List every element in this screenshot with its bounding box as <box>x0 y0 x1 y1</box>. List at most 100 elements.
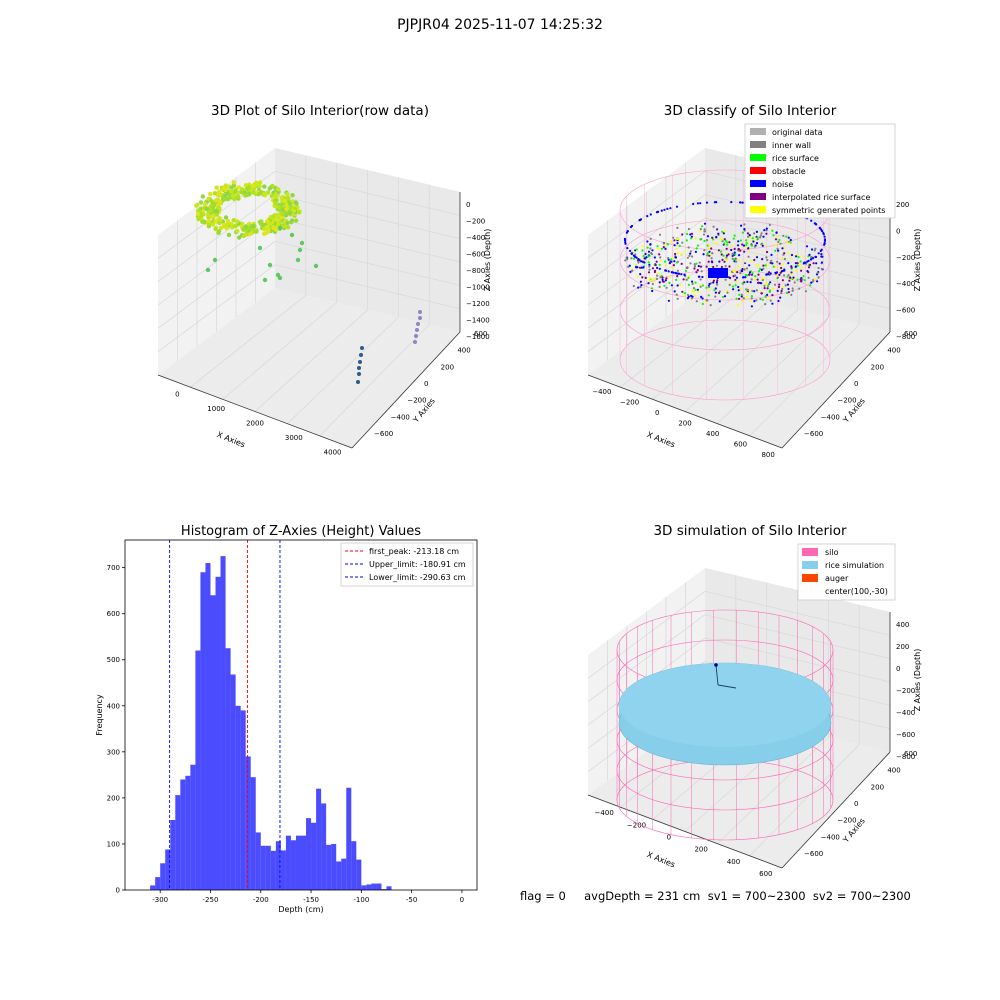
noise-point <box>821 230 824 233</box>
classified-point <box>726 243 729 246</box>
classified-point <box>723 295 727 298</box>
classified-point <box>681 290 684 293</box>
x-axis-label: Depth (cm) <box>278 905 323 914</box>
histogram-bar <box>160 863 166 890</box>
y-tick-label: 700 <box>107 564 120 572</box>
raw-point <box>265 190 271 195</box>
classified-point <box>778 273 781 276</box>
classified-point <box>699 238 702 241</box>
classified-point <box>741 243 744 246</box>
classified-point <box>673 239 676 242</box>
y-tick-label: 400 <box>107 702 120 710</box>
z-tick-label: −1600 <box>466 333 490 341</box>
noise-point <box>698 275 701 278</box>
classified-point <box>767 283 771 286</box>
classified-point <box>785 291 788 295</box>
classified-point <box>660 247 663 250</box>
classified-point <box>787 252 790 255</box>
classified-point <box>653 270 656 274</box>
classified-point <box>792 276 795 279</box>
raw-point <box>289 218 295 223</box>
x-tick-label: -300 <box>152 896 168 904</box>
legend-label: Upper_limit: -180.91 cm <box>369 560 466 569</box>
classified-point <box>651 289 654 293</box>
raw-point <box>213 219 218 224</box>
z-tick-label: −600 <box>896 731 915 739</box>
raw-point <box>254 229 259 234</box>
noise-point <box>664 269 667 272</box>
classified-point <box>676 284 679 287</box>
classified-point <box>649 237 652 240</box>
classified-point <box>691 280 694 283</box>
raw-point <box>241 227 246 232</box>
raw-point <box>297 247 303 253</box>
classified-point <box>721 240 724 243</box>
classified-point <box>718 300 721 303</box>
classified-point <box>820 253 823 256</box>
classify-3d-axes: −400−20002004006008006004002000−200−400−… <box>587 123 922 459</box>
raw-point <box>313 263 319 269</box>
classified-point <box>719 250 723 253</box>
classified-point <box>627 265 630 268</box>
classified-point <box>667 256 670 260</box>
classified-point <box>737 247 740 251</box>
classified-point <box>769 272 772 275</box>
classified-point <box>690 297 693 300</box>
classified-point <box>644 276 647 279</box>
classified-point <box>765 250 769 254</box>
raw-point <box>213 226 218 232</box>
x-tick-label: 600 <box>759 870 772 878</box>
classified-point <box>728 265 731 268</box>
classified-point <box>750 273 754 276</box>
classified-point <box>737 240 740 243</box>
x-tick-label: -150 <box>303 896 319 904</box>
classified-point <box>762 264 765 267</box>
classified-point <box>771 262 774 265</box>
classified-point <box>811 280 814 283</box>
legend-swatch <box>750 180 766 187</box>
histogram-bar <box>255 832 261 890</box>
classified-point <box>720 238 723 241</box>
classified-point <box>673 260 676 263</box>
histogram-bar <box>341 858 347 890</box>
z-tick-label: 0 <box>896 665 900 673</box>
raw-point <box>290 193 295 198</box>
classified-point <box>749 299 752 302</box>
classified-point <box>649 243 652 246</box>
classified-point <box>776 289 779 292</box>
classified-point <box>684 250 687 253</box>
noise-point <box>818 226 821 229</box>
classified-point <box>712 279 715 282</box>
raw-point <box>217 200 223 205</box>
classified-point <box>699 227 702 231</box>
classified-point <box>706 235 710 238</box>
classified-point <box>659 275 662 279</box>
classified-point <box>739 249 742 252</box>
classified-point <box>776 234 779 237</box>
raw-point <box>212 257 218 263</box>
histogram-bar <box>175 795 181 890</box>
classified-point <box>705 286 708 289</box>
classified-point <box>759 281 762 285</box>
histogram-bar <box>321 803 327 890</box>
classified-point <box>710 257 713 260</box>
classified-point <box>694 281 697 284</box>
histogram-bar <box>285 835 291 890</box>
histogram-bar <box>351 841 357 890</box>
classified-point <box>661 276 664 279</box>
classified-point <box>771 294 774 297</box>
histogram-bar <box>280 850 286 890</box>
classified-point <box>738 293 741 296</box>
classified-point <box>772 265 775 268</box>
classified-point <box>670 260 673 263</box>
raw-point <box>262 231 267 236</box>
classified-point <box>675 278 678 281</box>
x-tick-label: 200 <box>678 420 691 428</box>
classified-point <box>765 227 768 230</box>
raw-point <box>235 219 240 224</box>
classified-point <box>782 234 785 237</box>
classified-point <box>717 249 720 252</box>
z-tick-label: −800 <box>896 333 915 341</box>
noise-point <box>744 276 747 279</box>
classified-point <box>741 282 744 285</box>
